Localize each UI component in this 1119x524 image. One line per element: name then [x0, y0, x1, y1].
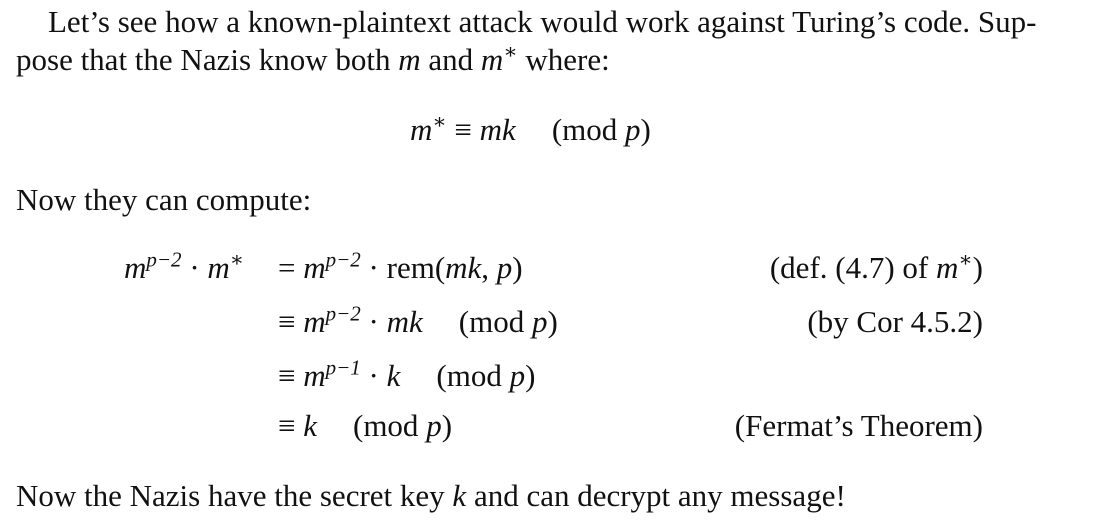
derivation-row-3: ≡ mp−1 · k (mod p) [278, 355, 536, 393]
var-k: k [452, 478, 467, 513]
derivation-row-2: ≡ mp−2 · mk (mod p) [278, 301, 558, 339]
derivation-note-4: (Fermat’s Theorem) [734, 408, 983, 443]
compute-text: Now they can compute: [16, 182, 312, 217]
derivation-lhs: mp−2 · m∗ [124, 247, 245, 285]
conclusion-text: Now the Nazis have the secret key k and … [16, 478, 846, 513]
derivation-row-1: = mp−2 · rem(mk, p) [278, 247, 523, 285]
derivation-note-2: (by Cor 4.5.2) [807, 304, 983, 339]
intro-line-2: pose that the Nazis know both m and m∗ w… [16, 39, 610, 77]
derivation-row-4: ≡ k (mod p) [278, 408, 453, 443]
var-m: m [398, 42, 421, 77]
derivation-note-1: (def. (4.7) of m∗) [769, 247, 983, 285]
intro-line-1: Let’s see how a known-plaintext attack w… [48, 4, 1037, 39]
display-equation: m∗ ≡ mk (mod p) [410, 109, 651, 147]
var-m-star: m [480, 42, 504, 77]
